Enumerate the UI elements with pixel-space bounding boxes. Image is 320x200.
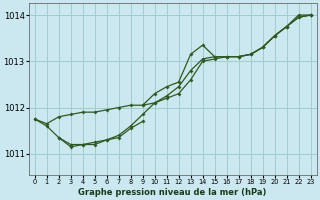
X-axis label: Graphe pression niveau de la mer (hPa): Graphe pression niveau de la mer (hPa) <box>78 188 267 197</box>
